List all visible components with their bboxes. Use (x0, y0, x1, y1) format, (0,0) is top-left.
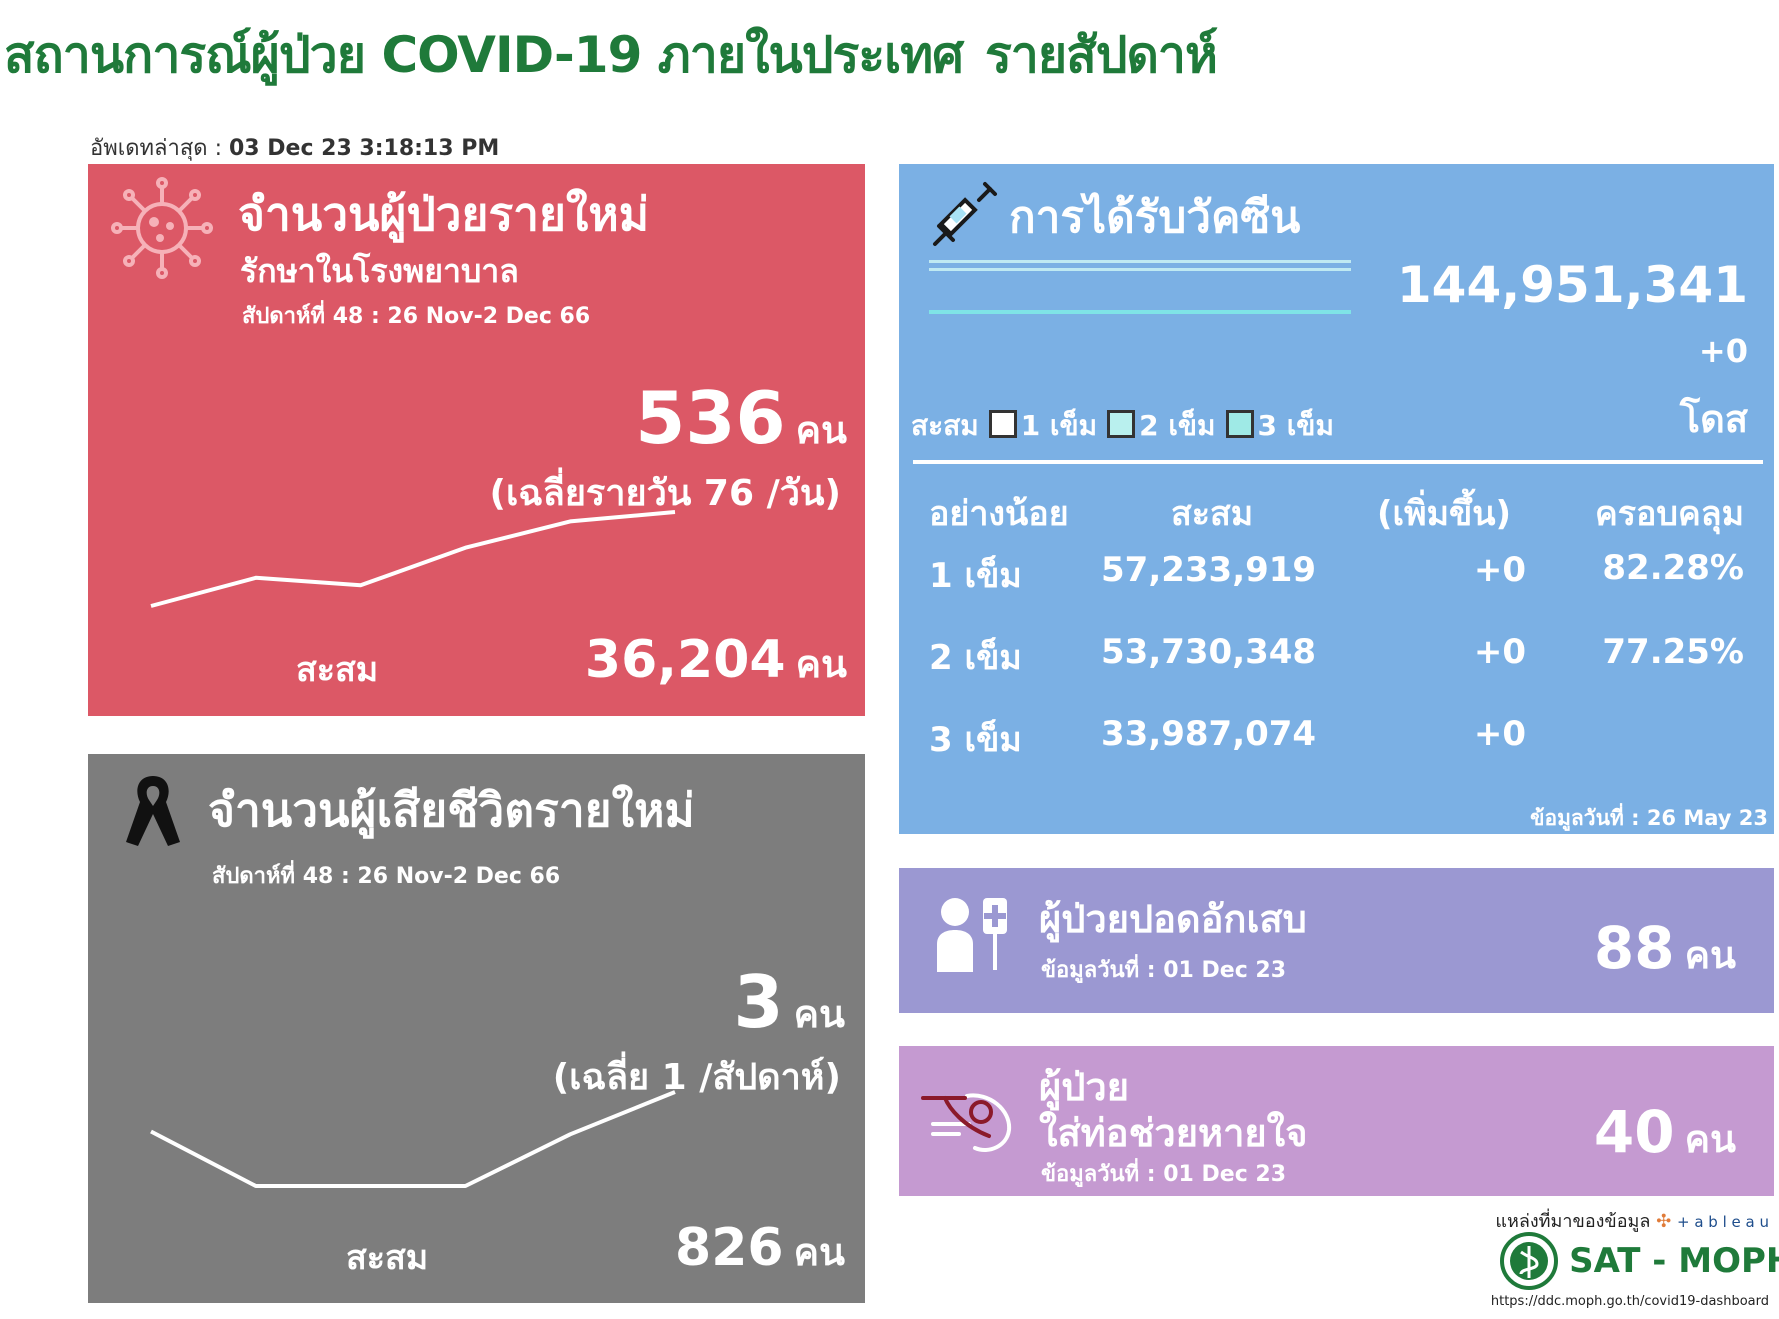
last-updated-label: อัพเดทล่าสุด : (90, 136, 222, 161)
page-title-text: สถานการณ์ผู้ป่วย COVID-19 ภายในประเทศ (4, 26, 964, 84)
black-ribbon-icon (126, 776, 180, 846)
new-cases-panel[interactable]: จำนวนผู้ป่วยรายใหม่ รักษาในโรงพยาบาล สัป… (88, 164, 865, 716)
legend-item-3: 3 เข็ม (1257, 409, 1334, 442)
ventilator-panel[interactable]: ผู้ป่วย ใส่ท่อช่วยหายใจ ข้อมูลวันที่ : 0… (899, 1046, 1774, 1196)
legend-swatch-3 (1225, 410, 1254, 438)
pneumonia-unit: คน (1684, 933, 1736, 977)
last-updated: อัพเดทล่าสุด : 03 Dec 23 3:18:13 PM (90, 130, 499, 165)
pneumonia-panel[interactable]: ผู้ป่วยปอดอักเสบ ข้อมูลวันที่ : 01 Dec 2… (899, 868, 1774, 1013)
page-title: สถานการณ์ผู้ป่วย COVID-19 ภายในประเทศ ราย… (4, 16, 1218, 95)
new-cases-value: 536 (635, 376, 786, 460)
new-deaths-title: จำนวนผู้เสียชีวิตรายใหม่ (208, 783, 695, 837)
new-cases-cumulative-label: สะสม (296, 650, 379, 690)
header-increase: (เพิ่มขึ้น) (1377, 494, 1512, 534)
new-deaths-value-row: 3 คน (733, 960, 845, 1044)
ventilator-title-line2: ใส่ท่อช่วยหายใจ (1039, 1111, 1308, 1155)
legend-item-1: 1 เข็ม (1020, 409, 1098, 442)
new-cases-title: จำนวนผู้ป่วยรายใหม่ (238, 187, 650, 241)
pneumonia-value: 88 (1593, 914, 1675, 982)
tableau-logo: + a b l e a u (1677, 1213, 1769, 1231)
data-source-label: แหล่งที่มาของข้อมูล (1495, 1211, 1651, 1232)
ventilator-value: 40 (1593, 1098, 1675, 1166)
legend-swatch-1 (988, 410, 1017, 438)
new-cases-value-row: 536 คน (635, 376, 847, 460)
pneumonia-data-date: ข้อมูลวันที่ : 01 Dec 23 (1041, 958, 1287, 983)
new-deaths-value: 3 (733, 960, 784, 1044)
new-cases-cumulative-unit: คน (795, 642, 847, 686)
header-at-least: อย่างน้อย (929, 494, 1069, 534)
new-deaths-cumulative-row: 826 คน (675, 1218, 845, 1282)
row2-coverage: 77.25% (1602, 632, 1744, 672)
legend-swatch-2 (1107, 410, 1136, 438)
new-deaths-trend-chart (150, 1090, 676, 1188)
row2-increase: +0 (1473, 632, 1526, 672)
new-deaths-week: สัปดาห์ที่ 48 : 26 Nov-2 Dec 66 (212, 864, 561, 889)
new-cases-average: (เฉลี่ยรายวัน 76 /วัน) (489, 473, 842, 514)
row1-cumulative: 57,233,919 (1101, 550, 1317, 590)
new-cases-unit: คน (795, 408, 847, 452)
new-cases-trend-chart (150, 510, 676, 608)
vaccine-data-date: ข้อมูลวันที่ : 26 May 23 (1530, 806, 1768, 830)
row3-cumulative: 33,987,074 (1101, 714, 1317, 754)
dashboard-url-link[interactable]: https://ddc.moph.go.th/covid19-dashboard (1490, 1294, 1769, 1309)
vaccine-total-delta: +0 (1698, 332, 1748, 370)
ventilator-unit: คน (1684, 1117, 1736, 1161)
vaccine-legend: สะสม 1 เข็ม 2 เข็ม 3 เข็ม (911, 404, 1334, 448)
vaccine-total: 144,951,341 (1396, 256, 1748, 314)
data-source: แหล่งที่มาของข้อมูล ✣ + a b l e a u (1495, 1206, 1769, 1235)
pneumonia-title: ผู้ป่วยปอดอักเสบ (1039, 897, 1307, 941)
row2-dose: 2 เข็ม (929, 638, 1022, 678)
title-underline (929, 310, 1351, 314)
new-deaths-trend-line (150, 1090, 676, 1188)
header-coverage: ครอบคลุม (1595, 494, 1744, 534)
moph-seal-icon (1500, 1232, 1558, 1290)
ventilator-tube-icon (921, 1093, 1012, 1152)
title-underline (929, 268, 1351, 271)
last-updated-value: 03 Dec 23 3:18:13 PM (228, 136, 500, 161)
new-cases-week: สัปดาห์ที่ 48 : 26 Nov-2 Dec 66 (242, 304, 591, 329)
new-deaths-cumulative-label: สะสม (346, 1238, 429, 1278)
new-deaths-cumulative-value: 826 (675, 1218, 784, 1278)
vaccination-panel[interactable]: การได้รับวัคซีน 144,951,341 +0 โดส สะสม 1… (899, 164, 1774, 834)
row1-coverage: 82.28% (1602, 548, 1744, 588)
legend-label: สะสม (911, 409, 979, 442)
pneumonia-value-row: 88 คน (1594, 914, 1736, 985)
new-deaths-unit: คน (793, 992, 845, 1036)
ventilator-title-line1: ผู้ป่วย (1039, 1065, 1129, 1109)
virus-icon (111, 177, 213, 279)
new-deaths-cumulative-unit: คน (793, 1230, 845, 1274)
new-cases-cumulative-row: 36,204 คน (585, 630, 847, 694)
moph-brand-text: SAT - MOPH (1569, 1241, 1779, 1281)
page-title-weekly: รายสัปดาห์ (984, 26, 1218, 84)
legend-item-2: 2 เข็ม (1139, 409, 1216, 442)
header-cumulative: สะสม (1171, 494, 1254, 534)
new-deaths-average: (เฉลี่ย 1 /สัปดาห์) (552, 1057, 841, 1098)
new-deaths-panel[interactable]: จำนวนผู้เสียชีวิตรายใหม่ สัปดาห์ที่ 48 :… (88, 754, 865, 1303)
tableau-icon: ✣ (1656, 1211, 1672, 1232)
row3-dose: 3 เข็ม (929, 720, 1022, 760)
row2-cumulative: 53,730,348 (1101, 632, 1317, 672)
row1-dose: 1 เข็ม (929, 556, 1022, 596)
patient-iv-icon (937, 898, 1007, 972)
new-cases-subtitle: รักษาในโรงพยาบาล (240, 252, 519, 290)
moph-brand: SAT - MOPH (1500, 1232, 1779, 1290)
new-cases-cumulative-value: 36,204 (584, 630, 786, 690)
ventilator-data-date: ข้อมูลวันที่ : 01 Dec 23 (1041, 1162, 1287, 1187)
ventilator-value-row: 40 คน (1594, 1098, 1736, 1169)
vaccine-dose-unit: โดส (1679, 397, 1748, 441)
divider (913, 460, 1763, 464)
row3-increase: +0 (1473, 714, 1526, 754)
vaccination-title: การได้รับวัคซีน (1009, 192, 1301, 243)
syringe-icon (933, 182, 997, 246)
row1-increase: +0 (1473, 550, 1526, 590)
new-cases-trend-line (150, 510, 676, 608)
title-underline (929, 260, 1351, 263)
